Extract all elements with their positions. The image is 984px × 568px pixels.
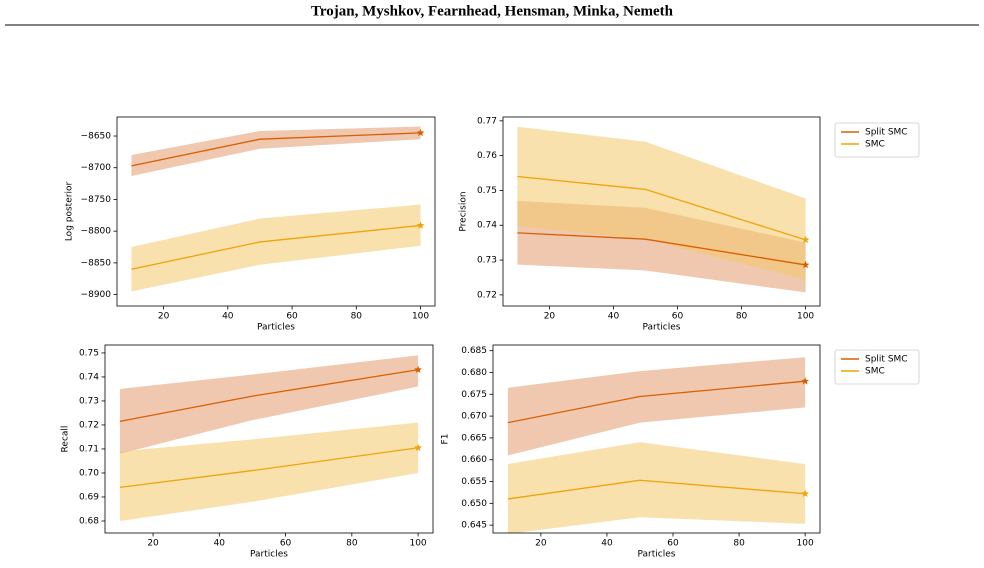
x-axis-label: Particles [250, 550, 288, 560]
y-tick-label: −8750 [81, 195, 112, 205]
x-axis-label: Particles [638, 550, 676, 560]
y-tick-label: 0.70 [79, 468, 99, 478]
series-line [119, 369, 419, 422]
x-tick-label: 20 [535, 539, 547, 549]
x-tick-label: 100 [797, 539, 814, 549]
y-tick-label: 0.75 [477, 186, 497, 196]
x-axis-label: Particles [643, 323, 681, 333]
series-line [517, 175, 806, 241]
y-tick-label: 0.74 [79, 372, 99, 382]
subplot: 20 40 60 80 100 −8650 −8700 −8750 −8800 −8850 −890… [65, 116, 436, 333]
y-tick-label: 0.71 [79, 444, 99, 454]
x-tick-label: 80 [351, 312, 363, 322]
running-header: Trojan, Myshkov, Fearnhead, Hensman, Min… [311, 3, 674, 19]
x-tick-label: 40 [608, 312, 620, 322]
y-tick-label: 0.69 [79, 492, 99, 502]
y-tick-label: 0.650 [461, 499, 487, 509]
end-marker [416, 221, 425, 229]
series-line [517, 232, 806, 266]
legend-label: Split SMC [865, 355, 908, 365]
legend-label: SMC [865, 140, 885, 150]
x-axis-label: Particles [257, 323, 295, 333]
y-tick-label: 0.655 [461, 477, 487, 487]
end-marker [414, 443, 422, 451]
subplot: 20 40 60 80 100 0.68 0.69 0.70 0.71 0.72 0.73 0.74 0… [61, 344, 434, 560]
y-tick-label: −8700 [81, 163, 112, 173]
confidence-band [119, 355, 419, 454]
y-tick-label: 0.675 [461, 390, 487, 400]
confidence-band [507, 442, 806, 534]
end-marker [801, 235, 810, 244]
y-tick-label: 0.77 [477, 116, 497, 126]
x-tick-label: 100 [409, 539, 426, 549]
x-tick-label: 80 [346, 539, 358, 549]
confidence-band [507, 357, 806, 456]
y-axis-label: F1 [441, 434, 451, 445]
x-tick-label: 40 [601, 539, 613, 549]
x-tick-label: 20 [544, 312, 556, 322]
end-marker [801, 260, 810, 269]
y-axis-label: Recall [61, 426, 71, 453]
x-tick-label: 100 [797, 312, 814, 322]
x-tick-label: 20 [158, 312, 170, 322]
end-marker [414, 365, 422, 373]
end-marker [801, 489, 809, 497]
x-tick-label: 60 [286, 312, 298, 322]
y-tick-label: 0.660 [461, 455, 487, 465]
y-tick-label: 0.685 [461, 346, 487, 356]
subplot: 20 40 60 80 100 0.645 0.650 0.655 0.660 0.665 0.67… [441, 344, 821, 560]
x-tick-label: 80 [733, 539, 745, 549]
end-marker [416, 128, 425, 137]
y-axis-label: Precision [459, 191, 469, 231]
legend: Split SMC SMC [834, 122, 920, 158]
confidence-band [131, 126, 421, 176]
series-line [507, 479, 806, 500]
y-tick-label: −8900 [81, 290, 112, 300]
y-tick-label: 0.670 [461, 412, 487, 422]
y-tick-label: 0.665 [461, 433, 487, 443]
x-tick-label: 60 [280, 539, 292, 549]
x-tick-label: 40 [214, 539, 226, 549]
x-tick-label: 60 [672, 312, 684, 322]
y-tick-label: 0.73 [79, 396, 99, 406]
y-tick-label: 0.74 [477, 221, 497, 231]
y-axis-label: Log posterior [65, 182, 75, 242]
x-tick-label: 40 [222, 312, 234, 322]
legend-label: SMC [865, 367, 885, 377]
y-tick-label: −8650 [81, 132, 112, 142]
y-tick-label: 0.68 [79, 516, 99, 526]
confidence-band [131, 204, 421, 292]
axes-frame [502, 116, 821, 307]
y-tick-label: 0.72 [79, 420, 99, 430]
y-tick-label: 0.680 [461, 368, 487, 378]
y-tick-label: 0.645 [461, 521, 487, 531]
confidence-band [119, 422, 419, 521]
x-tick-label: 100 [412, 312, 429, 322]
confidence-band [517, 126, 806, 280]
y-tick-label: 0.75 [79, 348, 99, 358]
series-line [119, 447, 419, 489]
legend-label: Split SMC [865, 128, 908, 138]
x-tick-label: 20 [147, 539, 159, 549]
y-tick-label: −8850 [81, 258, 112, 268]
subplot: 20 40 60 80 100 0.72 0.73 0.74 0.75 0.76 0.77 Parti… [459, 116, 821, 333]
y-tick-label: 0.72 [477, 290, 497, 300]
x-tick-label: 80 [736, 312, 748, 322]
axes-frame [492, 344, 821, 534]
y-tick-label: 0.73 [477, 256, 497, 266]
y-tick-label: −8800 [81, 227, 112, 237]
series-line [131, 132, 421, 167]
x-tick-label: 60 [667, 539, 679, 549]
y-tick-label: 0.76 [477, 151, 497, 161]
legend: Split SMC SMC [834, 349, 920, 385]
series-line [131, 224, 421, 270]
series-line [507, 380, 806, 424]
axes-frame [104, 344, 434, 534]
axes-frame [116, 116, 436, 307]
end-marker [801, 377, 809, 385]
